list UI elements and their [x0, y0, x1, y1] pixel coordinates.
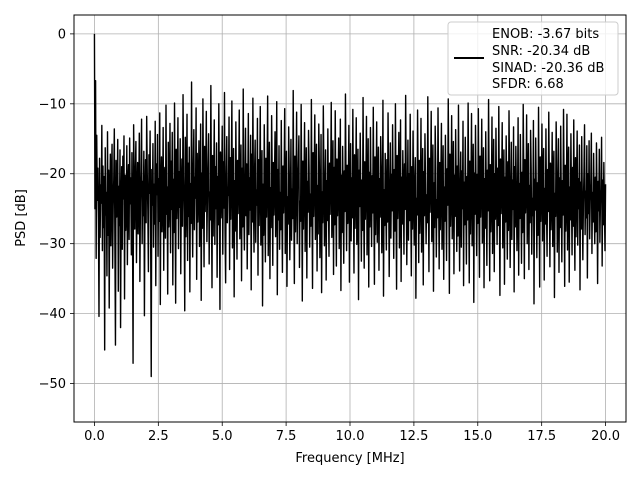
y-axis: 0 −10 −20 −30 −40 −50 [39, 27, 74, 392]
y-tick-label: −50 [39, 377, 66, 392]
x-axis-label: Frequency [MHz] [295, 451, 404, 466]
x-tick-label: 20.0 [591, 429, 620, 444]
series-layer [93, 33, 607, 378]
y-tick-label: −10 [39, 97, 66, 112]
legend-line-enob: ENOB: -3.67 bits [492, 27, 599, 42]
x-tick-label: 12.5 [399, 429, 428, 444]
psd-series-line [93, 33, 607, 378]
legend: ENOB: -3.67 bits SNR: -20.34 dB SINAD: -… [447, 21, 619, 96]
y-tick-label: −20 [39, 167, 66, 182]
x-tick-label: 7.5 [276, 429, 297, 444]
legend-box [447, 21, 619, 96]
x-tick-label: 15.0 [463, 429, 492, 444]
x-tick-label: 17.5 [527, 429, 556, 444]
x-tick-label: 0.0 [84, 429, 105, 444]
legend-line-sfdr: SFDR: 6.68 [492, 77, 564, 92]
legend-line-sinad: SINAD: -20.36 dB [492, 61, 604, 76]
x-tick-label: 10.0 [336, 429, 365, 444]
x-axis: 0.0 2.5 5.0 7.5 10.0 12.5 15.0 17.5 20.0 [84, 422, 620, 444]
x-tick-label: 2.5 [148, 429, 169, 444]
y-axis-label: PSD [dB] [14, 189, 29, 247]
y-tick-label: −30 [39, 237, 66, 252]
y-tick-label: −40 [39, 307, 66, 322]
y-tick-label: 0 [58, 27, 66, 42]
legend-line-snr: SNR: -20.34 dB [492, 44, 590, 59]
x-tick-label: 5.0 [212, 429, 233, 444]
